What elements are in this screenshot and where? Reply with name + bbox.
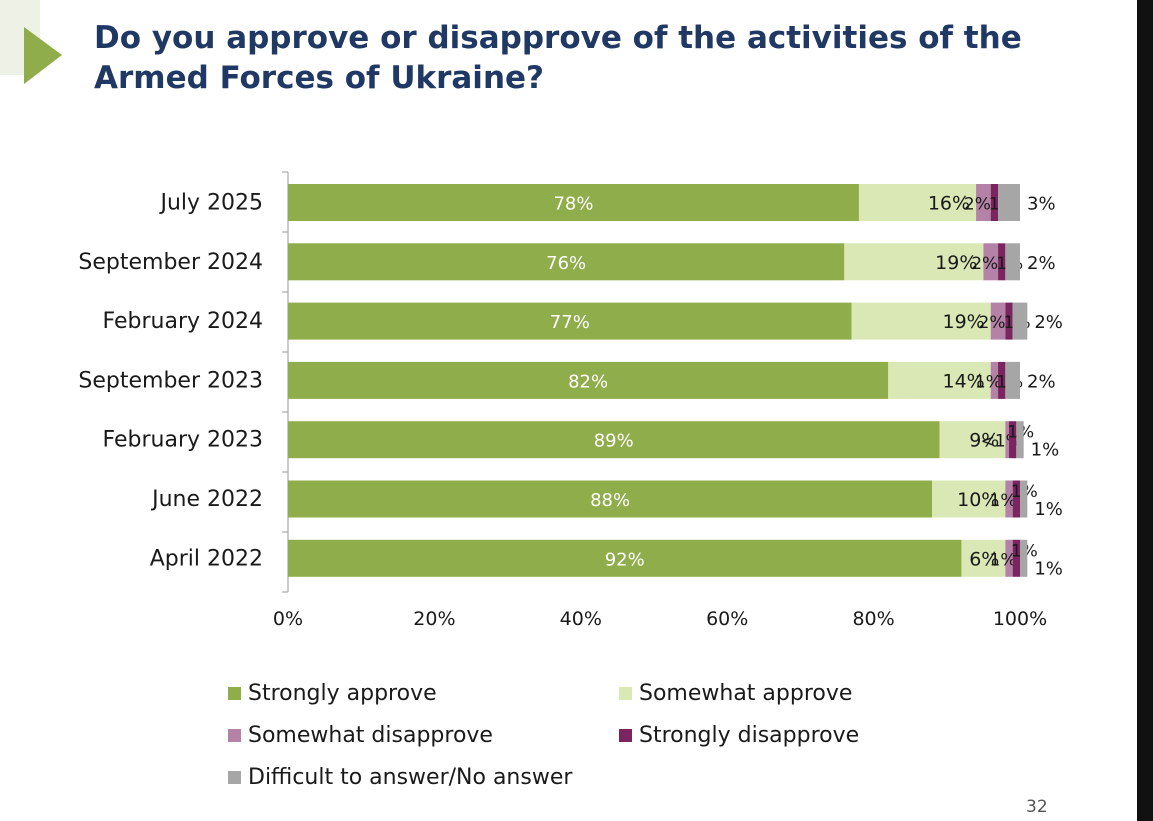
x-tick-label: 0% bbox=[273, 608, 303, 630]
bar-segment bbox=[1005, 480, 1013, 518]
x-tick-label: 40% bbox=[560, 608, 602, 630]
bar-segment bbox=[1005, 302, 1013, 340]
data-label: 1% bbox=[1031, 440, 1060, 461]
bar-segment bbox=[998, 184, 1020, 221]
legend-item-somewhat-approve: Somewhat approve bbox=[619, 681, 852, 706]
data-label: 77% bbox=[550, 312, 590, 333]
bar-segment bbox=[1005, 421, 1010, 459]
bar-segment bbox=[288, 243, 845, 281]
bar-segment bbox=[990, 184, 999, 221]
bar-segment bbox=[1005, 361, 1020, 399]
category-label: April 2022 bbox=[150, 546, 263, 571]
bar-segment bbox=[858, 184, 977, 221]
category-label: September 2024 bbox=[78, 250, 263, 275]
legend-item-strongly-approve: Strongly approve bbox=[228, 681, 437, 706]
x-tick-label: 100% bbox=[993, 608, 1047, 630]
bar-segment bbox=[851, 302, 991, 340]
legend-item-somewhat-disapprove: Somewhat disapprove bbox=[228, 723, 493, 748]
legend-label-somewhat-disapprove: Somewhat disapprove bbox=[248, 723, 493, 748]
bar-segment bbox=[288, 421, 940, 459]
data-label: 2% bbox=[979, 313, 1006, 333]
data-label: 92% bbox=[605, 549, 645, 570]
title-line-2: Armed Forces of Ukraine? bbox=[94, 60, 545, 96]
data-label: 19% bbox=[942, 311, 984, 333]
title-line-1: Do you approve or disapprove of the acti… bbox=[94, 20, 1022, 56]
bar-segment bbox=[939, 421, 1006, 459]
data-label: 16% bbox=[928, 193, 970, 215]
data-label: 1% bbox=[1034, 499, 1063, 520]
bar-segment bbox=[1005, 539, 1013, 577]
data-label: 2% bbox=[1027, 253, 1056, 274]
bar-segment bbox=[1005, 243, 1020, 281]
data-label: 1% bbox=[990, 550, 1017, 570]
data-label: 2% bbox=[971, 254, 998, 274]
bar-segment bbox=[1012, 302, 1028, 340]
bar-segment bbox=[288, 302, 852, 340]
bar-segment bbox=[888, 361, 991, 399]
data-label: 1% bbox=[990, 491, 1017, 511]
data-label: 76% bbox=[546, 253, 586, 274]
x-tick-label: 60% bbox=[706, 608, 748, 630]
x-tick-label: 80% bbox=[852, 608, 894, 630]
data-label: 2% bbox=[964, 195, 991, 215]
data-label: 10% bbox=[957, 489, 999, 511]
data-label: 1% bbox=[1034, 558, 1063, 579]
bar-segment bbox=[1020, 539, 1028, 577]
bar-segment bbox=[288, 539, 962, 577]
x-tick-label: 20% bbox=[413, 608, 455, 630]
legend-label-difficult: Difficult to answer/No answer bbox=[248, 765, 573, 790]
bar-segment bbox=[990, 302, 1006, 340]
bar-segment bbox=[844, 243, 984, 281]
data-label: 3% bbox=[1027, 194, 1056, 215]
bar-segment bbox=[932, 480, 1006, 518]
bar-segment bbox=[998, 361, 1006, 399]
data-label: 88% bbox=[590, 490, 630, 511]
bar-segment bbox=[961, 539, 1006, 577]
legend-swatch-strongly-disapprove bbox=[619, 729, 632, 742]
data-label: 78% bbox=[553, 194, 593, 215]
bar-segment bbox=[1012, 539, 1020, 577]
bar-segment bbox=[1020, 480, 1028, 518]
bar-segment bbox=[998, 243, 1006, 281]
data-label: 6% bbox=[969, 548, 999, 570]
data-label: 1% bbox=[975, 372, 1002, 392]
data-label: 2% bbox=[1034, 312, 1063, 333]
data-label: 2% bbox=[1027, 371, 1056, 392]
page-number: 32 bbox=[1026, 797, 1048, 817]
bar-segment bbox=[976, 184, 991, 221]
bar-segment bbox=[1009, 421, 1017, 459]
bar-segment bbox=[288, 361, 889, 399]
legend-label-strongly-disapprove: Strongly disapprove bbox=[639, 723, 860, 748]
bar-segment bbox=[1016, 421, 1024, 459]
category-label: September 2023 bbox=[78, 368, 263, 393]
legend-swatch-difficult bbox=[228, 771, 241, 784]
right-edge-bar bbox=[1137, 0, 1153, 821]
legend-label-strongly-approve: Strongly approve bbox=[248, 681, 437, 706]
data-label: 14% bbox=[942, 370, 984, 392]
category-label: June 2022 bbox=[150, 487, 263, 512]
data-label: 9% bbox=[969, 430, 999, 452]
bar-segment bbox=[1012, 480, 1020, 518]
legend-label-somewhat-approve: Somewhat approve bbox=[639, 681, 853, 706]
legend-swatch-somewhat-disapprove bbox=[228, 729, 241, 742]
bar-segment bbox=[288, 184, 859, 221]
category-label: July 2025 bbox=[158, 191, 263, 216]
bar-segment bbox=[990, 361, 999, 399]
legend-item-difficult: Difficult to answer/No answer bbox=[228, 765, 572, 790]
data-label: 82% bbox=[568, 371, 608, 392]
bar-segment bbox=[983, 243, 999, 281]
category-label: February 2023 bbox=[103, 428, 263, 453]
data-label: 89% bbox=[594, 431, 634, 452]
data-label: 19% bbox=[935, 252, 977, 274]
legend-item-strongly-disapprove: Strongly disapprove bbox=[619, 723, 859, 748]
legend-swatch-somewhat-approve bbox=[619, 687, 632, 700]
nav-triangle-icon bbox=[0, 0, 62, 84]
bar-segment bbox=[288, 480, 933, 518]
legend-swatch-strongly-approve bbox=[228, 687, 241, 700]
category-label: February 2024 bbox=[103, 309, 263, 334]
slide-title: Do you approve or disapprove of the acti… bbox=[94, 18, 1094, 98]
